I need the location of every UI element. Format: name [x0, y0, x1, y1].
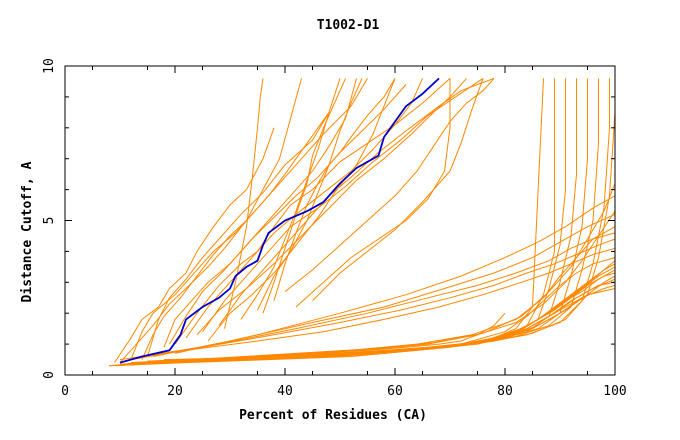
highlight-series — [119, 77, 440, 364]
x-tick-label-80: 80 — [497, 384, 513, 399]
model-line-16 — [262, 78, 346, 314]
model-line-5 — [163, 84, 407, 348]
model-line-4 — [147, 112, 330, 357]
model-line-2 — [119, 112, 330, 363]
y-axis-label: Distance Cutoff, A — [20, 161, 35, 302]
y-tick-label-5: 5 — [42, 217, 57, 225]
x-tick-label-20: 20 — [167, 384, 183, 399]
model-line-17 — [224, 78, 264, 329]
x-tick-label-60: 60 — [387, 384, 403, 399]
model-line-20 — [312, 78, 484, 302]
model-line-33 — [119, 226, 616, 365]
model-line-10 — [218, 77, 495, 326]
model-line-9 — [202, 77, 484, 332]
model-line-18 — [273, 78, 396, 301]
x-tick-label-0: 0 — [61, 384, 69, 399]
x-tick-label-40: 40 — [277, 384, 293, 399]
model-line-3 — [130, 78, 368, 360]
model-line-35 — [130, 183, 616, 364]
model-line-40 — [174, 195, 616, 354]
x-tick-label-100: 100 — [603, 384, 626, 399]
series-lines — [108, 77, 616, 367]
model-line-21 — [295, 78, 451, 308]
model-line-42 — [114, 78, 544, 367]
y-tick-label-0: 0 — [42, 371, 57, 379]
highlight-line — [119, 77, 440, 364]
model-line-39 — [152, 213, 616, 357]
plot-frame — [64, 65, 616, 376]
model-line-11 — [196, 78, 467, 336]
model-line-15 — [257, 78, 363, 311]
x-axis-label: Percent of Residues (CA) — [239, 408, 427, 423]
model-line-37 — [130, 238, 616, 361]
model-line-19 — [284, 78, 495, 292]
model-line-13 — [207, 78, 396, 342]
model-line-8 — [185, 78, 451, 339]
model-line-36 — [119, 247, 616, 361]
chart-title: T1002-D1 — [317, 18, 380, 33]
axis-ticks: 0 20 40 60 80 100 0 5 10 — [42, 58, 627, 399]
model-line-49 — [152, 78, 616, 362]
model-line-34 — [125, 210, 616, 365]
model-line-1 — [114, 127, 275, 363]
model-line-12 — [169, 78, 357, 345]
y-tick-label-10: 10 — [42, 58, 57, 74]
model-line-7 — [141, 78, 302, 360]
